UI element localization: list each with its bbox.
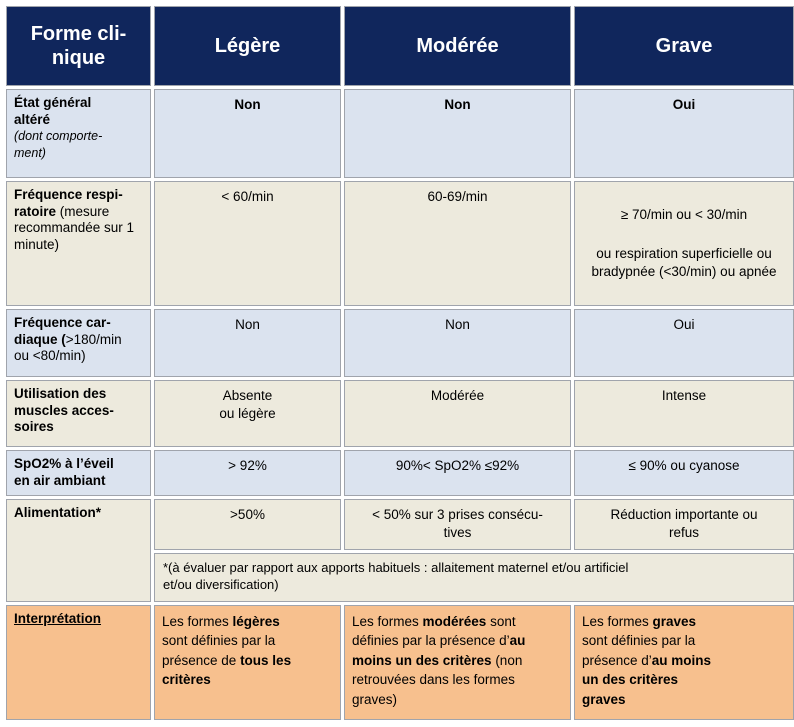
row-muscles-accessoires-label: Utilisation des muscles acces- soires — [6, 379, 151, 447]
row-spo2-label: SpO2% à l’éveil en air ambiant — [6, 449, 151, 496]
row-interpretation: Interprétation Les formes légères sont d… — [6, 604, 794, 720]
cell-etat-moderee: Non — [344, 89, 571, 178]
cell-interpretation-legere: Les formes légères sont définies par la … — [154, 604, 341, 720]
header-forme-clinique: Forme cli- nique — [6, 6, 151, 86]
text-segment: État général altéré — [14, 95, 92, 127]
header-legere: Légère — [154, 6, 341, 86]
cell-muscles-grave: Intense — [574, 379, 794, 447]
header-moderee: Modérée — [344, 6, 571, 86]
text-segment: tous les critères — [162, 652, 292, 688]
row-alimentation: Alimentation* >50% < 50% sur 3 prises co… — [6, 498, 794, 602]
row-spo2: SpO2% à l’éveil en air ambiant > 92% 90%… — [6, 449, 794, 496]
cell-interpretation-moderee: Les formes modérées sont définies par la… — [344, 604, 571, 720]
text-segment: sont définies par la présence d’ — [352, 613, 516, 649]
text-segment: Les formes — [352, 613, 423, 629]
text-segment: (mesure recommandée sur 1 minute) — [14, 203, 135, 253]
row-muscles-accessoires: Utilisation des muscles acces- soires Ab… — [6, 379, 794, 447]
text-segment: Les formes — [582, 613, 653, 629]
text-segment: Fréquence car- diaque ( — [14, 314, 111, 347]
text-segment: Interprétation — [14, 610, 102, 626]
row-alimentation-footnote: *(à évaluer par rapport aux apports habi… — [6, 552, 794, 602]
text-segment: SpO2% à l’éveil en air ambiant — [14, 455, 114, 488]
row-frequence-respiratoire: Fréquence respi- ratoire (mesure recomma… — [6, 181, 794, 306]
freq-resp-grave-line2: ou respiration superficielle ou bradypné… — [591, 246, 777, 280]
severity-table: Forme cli- nique Légère Modérée Grave Ét… — [3, 3, 794, 723]
cell-spo2-moderee: 90%< SpO2% ≤92% — [344, 449, 571, 496]
text-segment: au moins un des critères — [352, 633, 526, 668]
cell-alimentation-legere: >50% — [154, 498, 341, 550]
text-segment: >180/min ou <80/min) — [14, 331, 122, 364]
cell-etat-legere: Non — [154, 89, 341, 178]
cell-interpretation-grave: Les formes graves sont définies par la p… — [574, 604, 794, 720]
row-frequence-respiratoire-label: Fréquence respi- ratoire (mesure recomma… — [6, 181, 151, 306]
cell-etat-grave: Oui — [574, 89, 794, 178]
text-segment: Les formes — [162, 613, 233, 629]
row-interpretation-label: Interprétation — [6, 604, 151, 720]
cell-spo2-grave: ≤ 90% ou cyanose — [574, 449, 794, 496]
text-segment: modérées — [422, 613, 487, 629]
cell-muscles-moderee: Modérée — [344, 379, 571, 447]
cell-alimentation-moderee: < 50% sur 3 prises consécu- tives — [344, 498, 571, 550]
text-segment: sont définies par la présence de — [162, 633, 276, 668]
row-etat-general: État général altéré (dont comporte- ment… — [6, 89, 794, 178]
text-segment: sont définies par la présence d’ — [582, 633, 696, 668]
text-segment: Alimentation* — [14, 504, 102, 520]
row-frequence-cardiaque-label: Fréquence car- diaque (>180/min ou <80/m… — [6, 308, 151, 377]
header-row: Forme cli- nique Légère Modérée Grave — [6, 6, 794, 86]
cell-freq-resp-moderee: 60-69/min — [344, 181, 571, 306]
cell-freq-card-legere: Non — [154, 308, 341, 377]
cell-freq-resp-legere: < 60/min — [154, 181, 341, 306]
text-segment: Fréquence respi- ratoire — [14, 187, 123, 219]
text-segment: légères — [232, 613, 280, 629]
cell-freq-card-grave: Oui — [574, 308, 794, 377]
row-frequence-cardiaque: Fréquence car- diaque (>180/min ou <80/m… — [6, 308, 794, 377]
text-segment: Utilisation des muscles acces- soires — [14, 385, 114, 435]
cell-freq-resp-grave: ≥ 70/min ou < 30/min ou respiration supe… — [574, 181, 794, 306]
cell-muscles-legere: Absente ou légère — [154, 379, 341, 447]
text-segment: graves — [652, 613, 697, 629]
cell-alimentation-grave: Réduction importante ou refus — [574, 498, 794, 550]
row-alimentation-label: Alimentation* — [6, 498, 151, 602]
row-etat-general-label: État général altéré (dont comporte- ment… — [6, 89, 151, 178]
freq-resp-grave-line1: ≥ 70/min ou < 30/min — [620, 206, 748, 222]
header-grave: Grave — [574, 6, 794, 86]
cell-freq-card-moderee: Non — [344, 308, 571, 377]
alimentation-footnote: *(à évaluer par rapport aux apports habi… — [154, 552, 794, 602]
text-segment: (dont comporte- ment) — [14, 129, 103, 161]
cell-spo2-legere: > 92% — [154, 449, 341, 496]
